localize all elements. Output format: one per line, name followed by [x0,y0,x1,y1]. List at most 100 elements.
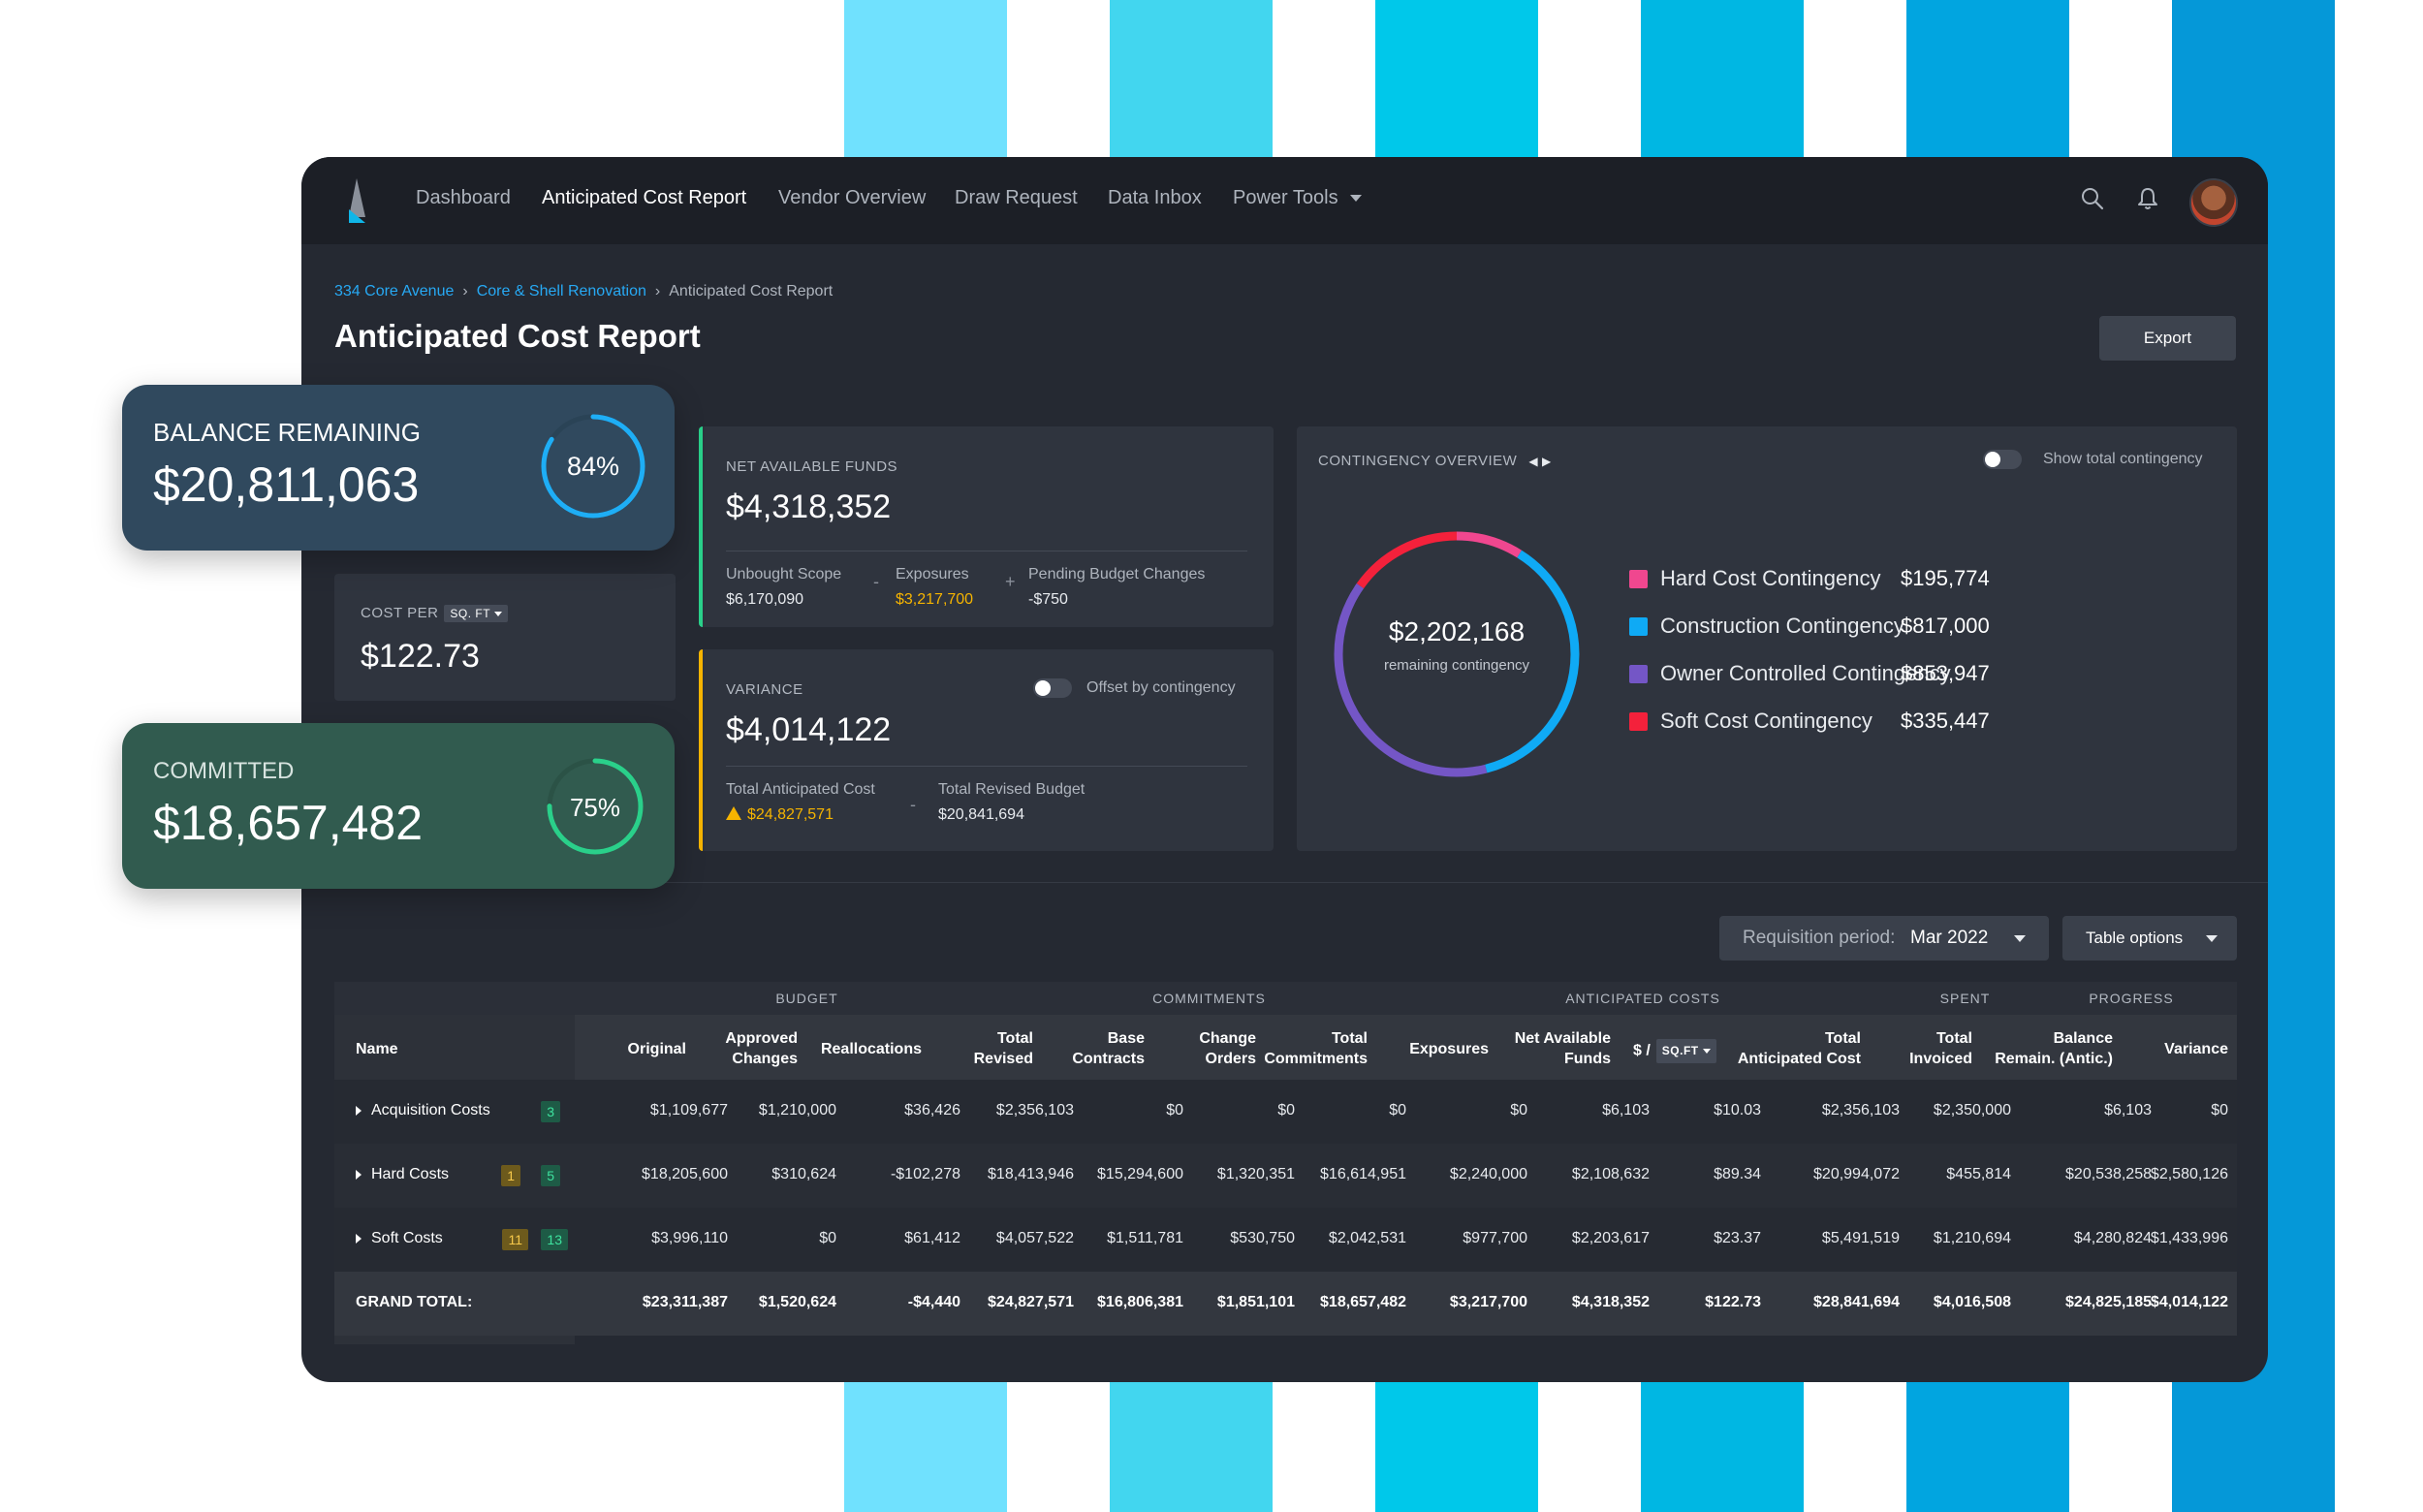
table-cell: $4,057,522 [995,1230,1074,1246]
col-change-orders[interactable]: Change Orders [1199,1028,1256,1069]
section-divider [301,882,2268,883]
breadcrumb-project[interactable]: 334 Core Avenue [334,283,455,299]
search-icon[interactable] [2080,186,2105,211]
chevron-down-icon [2206,935,2218,942]
contingency-card: CONTINGENCY OVERVIEW ◀ ▶ Show total contin… [1297,426,2237,851]
table-options-label: Table options [2086,929,2184,947]
table-header-row [334,1015,2237,1080]
table-cell: $18,205,600 [642,1166,728,1182]
total-cell: $4,016,508 [1933,1294,2011,1310]
table-cell: $0 [1389,1102,1406,1118]
row-name[interactable]: Hard Costs [356,1166,449,1183]
offset-contingency-toggle[interactable] [1033,678,1072,698]
page-title: Anticipated Cost Report [334,318,701,354]
col-base-contracts[interactable]: Base Contracts [1072,1028,1145,1069]
total-cell: $4,318,352 [1571,1294,1650,1310]
variance-card: VARIANCE Offset by contingency $4,014,12… [699,649,1274,851]
table-cell: $36,426 [904,1102,960,1118]
variance-value: $4,014,122 [726,711,892,748]
grand-total-row [334,1272,2237,1336]
col-original[interactable]: Original [627,1041,686,1057]
cost-per-unit-select[interactable]: SQ. FT [444,605,509,623]
export-button[interactable]: Export [2099,316,2236,361]
table-cell: $1,511,781 [1107,1230,1183,1246]
col-total-comm-line2: Commitments [1264,1051,1368,1067]
col-tac-line2: Anticipated Cost [1737,1051,1861,1067]
table-row[interactable] [334,1080,2237,1144]
group-spent: SPENT [1939,991,1991,1006]
total-cell: -$4,440 [907,1294,960,1310]
donut-segment [1334,531,1580,777]
nav-dashboard[interactable]: Dashboard [416,187,511,208]
cost-per-value: $122.73 [361,638,480,675]
committed-card: COMMITTED $18,657,482 75% [122,723,675,889]
nav-data-inbox[interactable]: Data Inbox [1108,187,1202,208]
col-net-available-funds[interactable]: Net Available Funds [1515,1028,1611,1069]
col-tac-line1: Total [1824,1030,1861,1047]
table-row[interactable] [334,1208,2237,1272]
table-cell: $4,280,824 [2073,1230,2152,1246]
breadcrumb-scope[interactable]: Core & Shell Renovation [476,283,646,299]
total-anticipated-cost-value: $24,827,571 [726,806,834,824]
chevron-left-icon[interactable]: ◀ [1528,455,1539,468]
table-cell: $89.34 [1714,1166,1761,1182]
table-cell: $2,350,000 [1933,1102,2011,1118]
col-balance-line2: Remain. (Antic.) [1995,1051,2113,1067]
table-cell: $2,042,531 [1328,1230,1406,1246]
col-name[interactable]: Name [356,1041,398,1057]
app-window: Dashboard Anticipated Cost Report Vendor… [301,157,2268,1382]
col-approved-line2: Changes [732,1051,798,1067]
approved-count-badge: 5 [541,1165,560,1186]
avatar[interactable] [2189,178,2238,227]
legend-value: $195,774 [1901,566,1990,590]
nav-vendor-overview[interactable]: Vendor Overview [778,187,927,208]
net-available-value: $4,318,352 [726,488,892,525]
col-variance[interactable]: Variance [2164,1041,2228,1057]
col-balance-remain[interactable]: Balance Remain. (Antic.) [1995,1028,2113,1069]
contingency-donut [1334,531,1580,777]
nav-draw-request[interactable]: Draw Request [955,187,1078,208]
net-available-card: NET AVAILABLE FUNDS $4,318,352 Unbought … [699,426,1274,627]
table-cell: $1,320,351 [1216,1166,1295,1182]
per-unit-select[interactable]: SQ.FT [1655,1039,1716,1063]
table-cell: $0 [1277,1102,1295,1118]
table-row[interactable] [334,1144,2237,1208]
table-cell: $977,700 [1463,1230,1527,1246]
table-cell: $0 [819,1230,836,1246]
nav-anticipated-cost-report[interactable]: Anticipated Cost Report [542,187,747,208]
plus-operator: + [1005,572,1016,591]
pending-budget-label: Pending Budget Changes [1028,566,1206,583]
cost-per-card: COST PER SQ. FT $122.73 [334,574,676,701]
col-reallocations[interactable]: Reallocations [820,1041,922,1057]
col-total-commitments[interactable]: Total Commitments [1264,1028,1368,1069]
bell-icon[interactable] [2136,186,2159,211]
col-total-revised[interactable]: Total Revised [974,1028,1033,1069]
total-cell: $4,014,122 [2150,1294,2228,1310]
expand-caret-icon[interactable] [356,1169,362,1180]
expand-caret-icon[interactable] [356,1233,362,1244]
row-name[interactable]: Acquisition Costs [356,1102,490,1119]
top-nav: Dashboard Anticipated Cost Report Vendor… [301,157,2268,244]
show-total-contingency-toggle[interactable] [1983,450,2022,469]
legend-label: Soft Cost Contingency [1660,709,1872,733]
col-invoiced-line2: Invoiced [1909,1051,1972,1067]
table-cell: $5,491,519 [1821,1230,1900,1246]
chevron-right-icon[interactable]: ▶ [1542,455,1552,468]
row-name[interactable]: Soft Costs [356,1230,443,1247]
expand-caret-icon[interactable] [356,1105,362,1116]
nav-power-tools[interactable]: Power Tools [1233,187,1362,209]
unbought-scope-value: $6,170,090 [726,591,804,608]
col-exposures[interactable]: Exposures [1409,1041,1489,1057]
table-cell: $2,356,103 [995,1102,1074,1118]
col-approved-changes[interactable]: Approved Changes [725,1028,798,1069]
col-total-anticipated-cost[interactable]: Total Anticipated Cost [1738,1028,1861,1069]
col-approved-line1: Approved [725,1030,798,1047]
requisition-period-select[interactable]: Requisition period: Mar 2022 [1719,916,2049,961]
col-total-invoiced[interactable]: Total Invoiced [1909,1028,1972,1069]
balance-remaining-label: BALANCE REMAINING [153,418,421,447]
table-options-button[interactable]: Table options [2062,916,2237,961]
table-cell: $23.37 [1714,1230,1761,1246]
legend-label: Construction Contingency [1660,614,1904,638]
col-per-unit[interactable]: $ / SQ.FT [1633,1039,1716,1063]
group-budget: BUDGET [775,991,838,1006]
